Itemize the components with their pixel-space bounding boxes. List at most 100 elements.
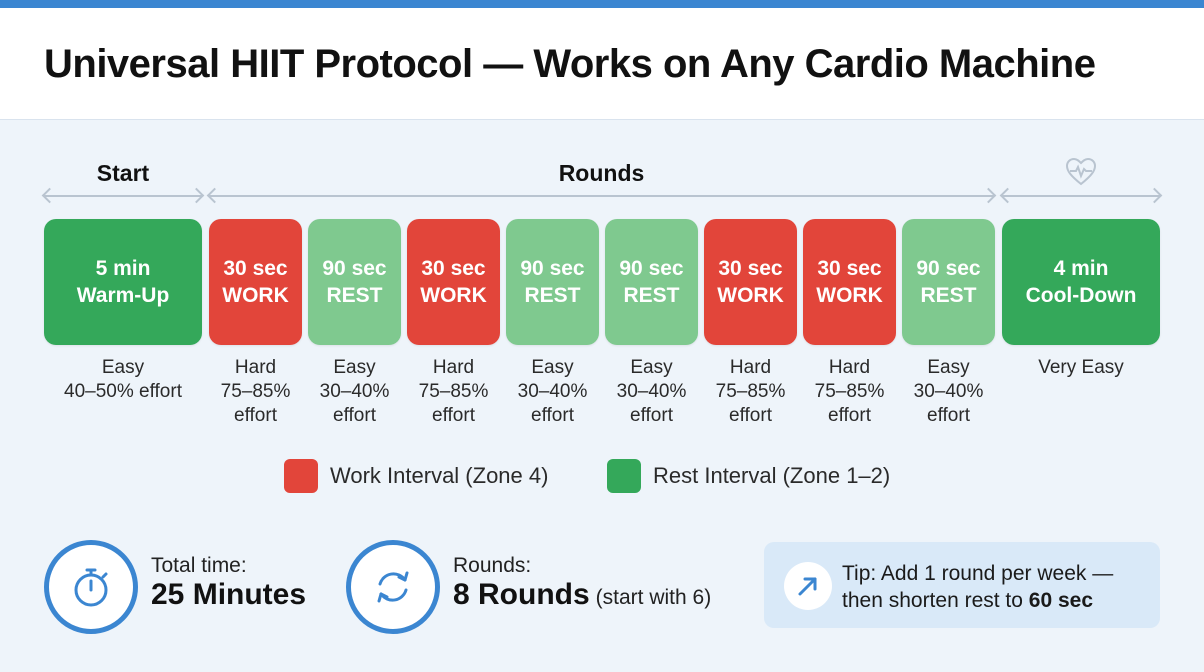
interval-description-line: effort	[828, 405, 871, 426]
interval-description-line: effort	[531, 405, 574, 426]
interval-type: WORK	[222, 284, 289, 307]
legend-rest-label: Rest Interval (Zone 1–2)	[653, 463, 891, 488]
interval-description-line: effort	[333, 405, 376, 426]
interval-duration: 90 sec	[322, 257, 387, 280]
interval-duration: 90 sec	[916, 257, 981, 280]
interval-description: Hard 75–85% effort	[407, 356, 500, 428]
tip-line-2-prefix: then shorten rest to	[842, 589, 1023, 612]
interval-type: WORK	[717, 284, 784, 307]
interval-block-rest: 90 sec REST	[902, 219, 995, 345]
interval-duration: 30 sec	[817, 257, 882, 280]
interval-block-warmup: 5 min Warm-Up	[44, 219, 202, 345]
tip-line-2: then shorten rest to 60 sec	[842, 587, 1113, 614]
tip-icon-badge	[784, 562, 832, 610]
interval-description-line: 30–40%	[319, 381, 390, 402]
interval-description: Easy 30–40% effort	[902, 356, 995, 428]
interval-block-rest: 90 sec REST	[506, 219, 599, 345]
interval-description-line: Easy	[531, 357, 574, 378]
rounds-note: (start with 6)	[595, 586, 712, 609]
repeat-badge	[346, 540, 440, 634]
interval-block-work: 30 sec WORK	[407, 219, 500, 345]
legend-rest: Rest Interval (Zone 1–2)	[607, 459, 890, 493]
interval-description-line: Hard	[729, 357, 772, 378]
section-label-rounds: Rounds	[558, 160, 645, 186]
interval-type: Cool-Down	[1025, 284, 1137, 307]
trend-up-arrow-icon	[798, 577, 817, 596]
interval-description-line: effort	[234, 405, 277, 426]
interval-block-work: 30 sec WORK	[209, 219, 302, 345]
interval-type: REST	[326, 284, 383, 307]
interval-description-line: 75–85%	[814, 381, 885, 402]
tip-box: Tip: Add 1 round per week — then shorten…	[764, 542, 1160, 628]
cooldown-span-arrow	[1002, 195, 1160, 197]
total-time-value: 25 Minutes	[151, 578, 307, 611]
start-span-arrow	[44, 195, 202, 197]
heart-pulse-icon	[1065, 157, 1097, 186]
interval-description-line: effort	[630, 405, 673, 426]
interval-type: WORK	[816, 284, 883, 307]
interval-description: Hard 75–85% effort	[803, 356, 896, 428]
interval-description-line: 75–85%	[715, 381, 786, 402]
interval-type: Warm-Up	[76, 284, 170, 307]
stopwatch-icon	[74, 568, 108, 607]
interval-type: REST	[524, 284, 581, 307]
tip-line-2-bold: 60 sec	[1028, 589, 1094, 612]
interval-block-rest: 90 sec REST	[308, 219, 401, 345]
interval-description-line: 30–40%	[517, 381, 588, 402]
rounds-span-arrow	[209, 195, 994, 197]
interval-block-work: 30 sec WORK	[803, 219, 896, 345]
interval-duration: 30 sec	[223, 257, 288, 280]
interval-description-line: Easy	[927, 357, 970, 378]
interval-description: Very Easy	[1002, 356, 1160, 380]
interval-description-line: Easy	[630, 357, 673, 378]
interval-description-line: 30–40%	[913, 381, 984, 402]
total-time-label: Total time:	[151, 554, 247, 577]
interval-block-cooldown: 4 min Cool-Down	[1002, 219, 1160, 345]
interval-description-line: Very Easy	[1038, 357, 1124, 378]
legend-rest-swatch	[607, 459, 641, 493]
interval-description-line: 30–40%	[616, 381, 687, 402]
interval-type: REST	[623, 284, 680, 307]
interval-description-line: 40–50% effort	[64, 381, 182, 402]
interval-description-line: Easy	[101, 357, 145, 378]
interval-description-line: Hard	[234, 357, 277, 378]
interval-description: Easy 30–40% effort	[308, 356, 401, 428]
interval-description: Hard 75–85% effort	[704, 356, 797, 428]
interval-duration: 4 min	[1053, 257, 1109, 280]
interval-type: WORK	[420, 284, 487, 307]
rounds-value-line: 8 Rounds (start with 6)	[453, 578, 711, 612]
header: Universal HIIT Protocol — Works on Any C…	[0, 8, 1204, 120]
interval-description-line: Hard	[432, 357, 475, 378]
tip-line-1: Tip: Add 1 round per week —	[842, 562, 1114, 585]
interval-duration: 90 sec	[520, 257, 585, 280]
interval-description-line: effort	[927, 405, 970, 426]
rounds-value: 8 Rounds	[453, 578, 590, 611]
interval-description-line: Easy	[333, 357, 376, 378]
legend-work: Work Interval (Zone 4)	[284, 459, 548, 493]
interval-description-line: Hard	[828, 357, 871, 378]
interval-duration: 90 sec	[619, 257, 684, 280]
stopwatch-badge	[44, 540, 138, 634]
interval-description-line: 75–85%	[418, 381, 489, 402]
interval-description-line: effort	[432, 405, 475, 426]
interval-type: REST	[920, 284, 977, 307]
tip-text: Tip: Add 1 round per week — then shorten…	[842, 560, 1113, 614]
interval-description: Easy 30–40% effort	[506, 356, 599, 428]
interval-description-line: effort	[729, 405, 772, 426]
top-accent-bar	[0, 0, 1204, 8]
section-label-start: Start	[96, 160, 150, 186]
rounds-label: Rounds:	[453, 554, 532, 577]
interval-description: Hard 75–85% effort	[209, 356, 302, 428]
interval-description-line: 75–85%	[220, 381, 291, 402]
page-title: Universal HIIT Protocol — Works on Any C…	[44, 42, 1096, 86]
legend-work-swatch	[284, 459, 318, 493]
interval-duration: 30 sec	[718, 257, 783, 280]
interval-description: Easy 40–50% effort	[44, 356, 202, 404]
interval-description: Easy 30–40% effort	[605, 356, 698, 428]
legend-work-label: Work Interval (Zone 4)	[330, 463, 549, 488]
repeat-icon	[377, 571, 409, 603]
interval-block-rest: 90 sec REST	[605, 219, 698, 345]
interval-duration: 5 min	[95, 257, 151, 280]
interval-duration: 30 sec	[421, 257, 486, 280]
interval-block-work: 30 sec WORK	[704, 219, 797, 345]
